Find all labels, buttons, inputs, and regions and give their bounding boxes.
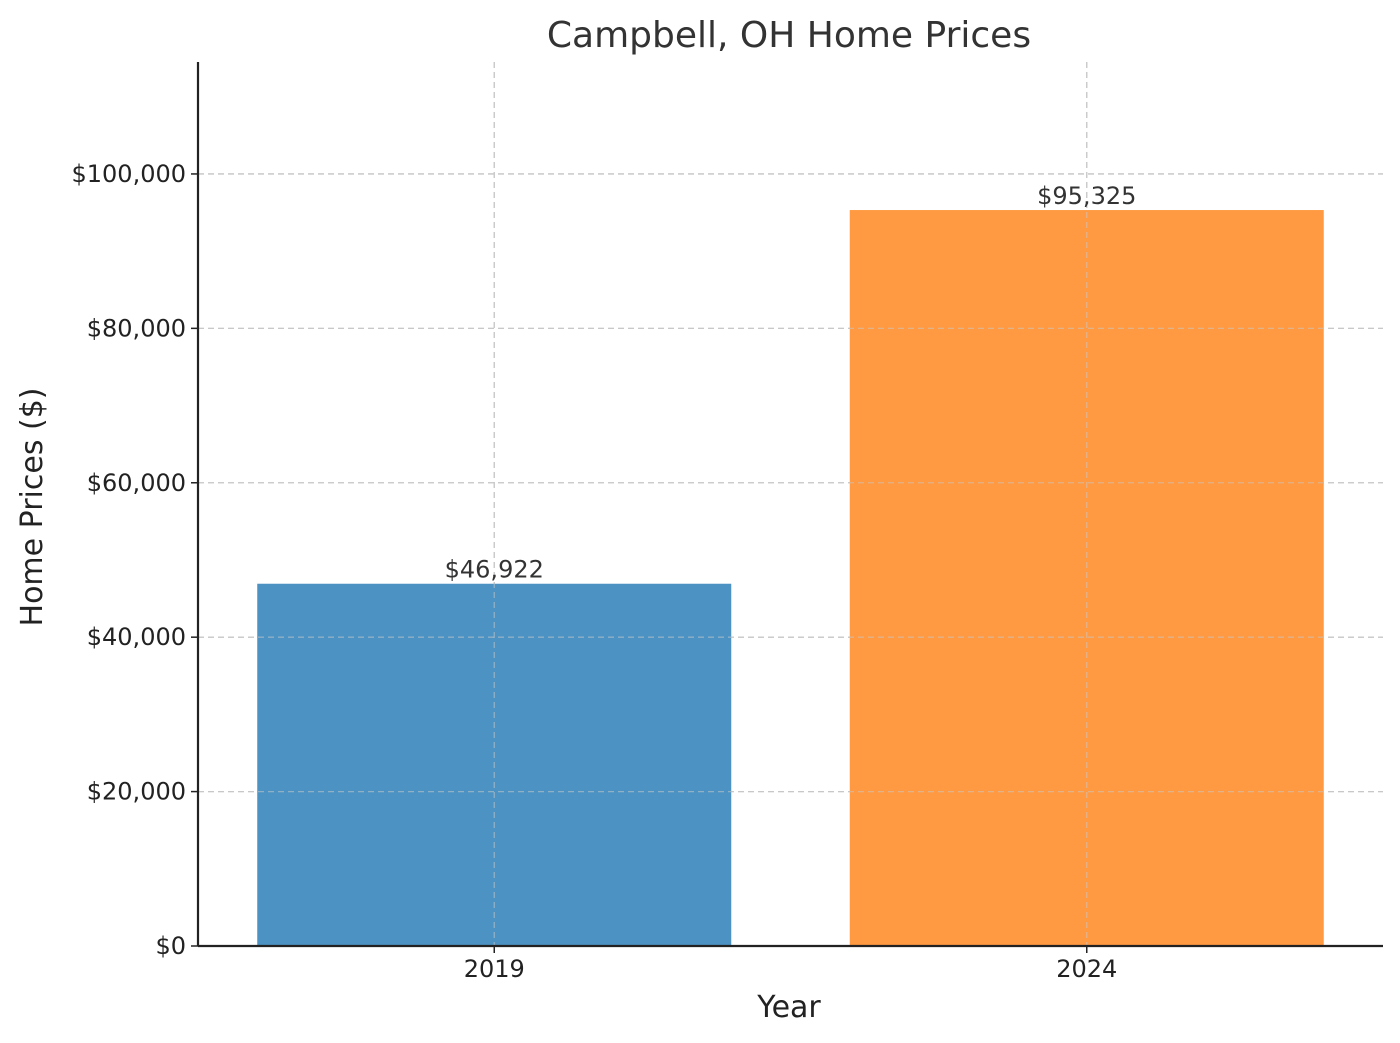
bar-value-label: $46,922	[445, 556, 544, 584]
bar-value-label: $95,325	[1037, 182, 1136, 210]
ticks: $0 $20,000 $40,000 $60,000 $80,000 $100,000 20…	[71, 160, 1117, 983]
y-tick-label: $60,000	[87, 469, 186, 497]
axes	[196, 62, 1383, 948]
y-tick-label: $80,000	[87, 314, 186, 342]
x-tick-label: 2024	[1056, 955, 1117, 983]
y-tick-label: $20,000	[87, 778, 186, 806]
y-tick-label: $0	[155, 932, 186, 960]
bars	[198, 62, 1383, 947]
y-tick-label: $100,000	[71, 160, 186, 188]
chart-title: Campbell, OH Home Prices	[547, 15, 1031, 56]
x-axis-label: Year	[756, 990, 821, 1025]
y-tick-label: $40,000	[87, 623, 186, 651]
x-tick-label: 2019	[464, 955, 525, 983]
data-labels: $46,922 $95,325	[445, 182, 1137, 584]
y-axis-label: Home Prices ($)	[15, 388, 50, 627]
